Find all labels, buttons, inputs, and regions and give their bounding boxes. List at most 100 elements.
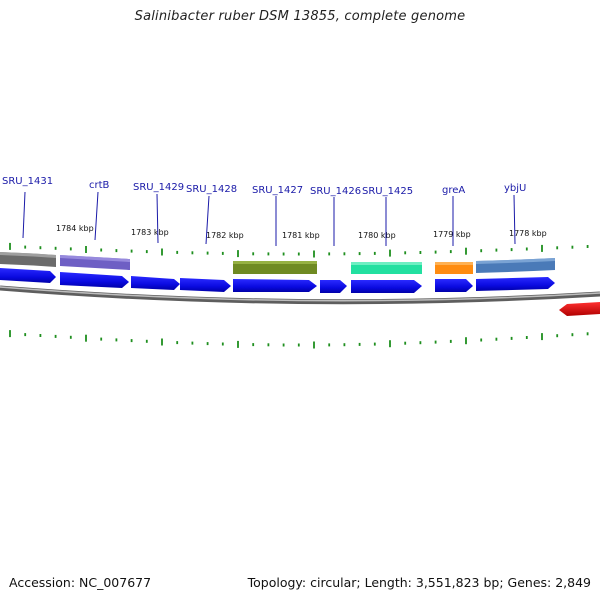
lower-tick <box>282 343 285 347</box>
lower-tick <box>267 343 270 347</box>
lower-tick <box>69 335 72 339</box>
upper-tick <box>115 249 118 253</box>
upper-tick <box>237 250 239 258</box>
upper-tick <box>176 250 179 254</box>
lower-tick <box>85 334 87 342</box>
upper-tick <box>373 251 376 255</box>
lower-tick <box>161 338 163 346</box>
lower-tick-marks <box>9 330 589 349</box>
lower-tick <box>510 336 513 340</box>
upper-tick <box>343 252 346 256</box>
gene-features <box>0 252 555 274</box>
genome-backbone <box>0 285 600 305</box>
upper-tick <box>206 251 209 255</box>
lower-tick <box>404 341 407 345</box>
cds-arrow-2 <box>60 272 129 288</box>
upper-tick <box>358 252 361 256</box>
genome-title: Salinibacter ruber DSM 13855, complete g… <box>134 9 466 24</box>
upper-tick <box>191 251 194 255</box>
lower-tick <box>237 340 239 348</box>
upper-tick <box>328 252 331 256</box>
lower-tick <box>252 343 255 347</box>
lower-tick <box>100 337 103 341</box>
upper-tick <box>495 248 498 252</box>
gene-label-sru1427: SRU_1427 <box>252 185 303 196</box>
gene-label-sru1429: SRU_1429 <box>133 182 184 193</box>
upper-tick <box>282 252 285 256</box>
upper-tick <box>313 250 315 258</box>
lower-tick <box>24 333 27 337</box>
lower-tick <box>328 343 331 347</box>
kbp-label-1780: 1780 kbp <box>358 231 396 240</box>
lower-tick <box>480 338 483 342</box>
lower-tick <box>465 337 467 345</box>
kbp-label-1783: 1783 kbp <box>131 228 169 237</box>
upper-tick <box>449 250 452 254</box>
upper-tick <box>419 251 422 254</box>
kbp-label-1781: 1781 kbp <box>282 231 320 240</box>
upper-tick <box>541 244 543 252</box>
accession-text: Accession: NC_007677 <box>9 575 152 590</box>
lower-tick <box>54 334 57 338</box>
cds-arrow-7 <box>351 280 422 293</box>
kbp-label-1782: 1782 kbp <box>206 231 244 240</box>
upper-tick <box>69 247 72 251</box>
upper-tick <box>100 248 103 252</box>
lower-tick <box>9 330 11 338</box>
upper-tick <box>389 249 391 257</box>
upper-tick <box>586 245 589 248</box>
upper-tick <box>404 251 407 255</box>
lower-tick <box>556 334 559 338</box>
lower-tick <box>191 341 194 345</box>
upper-tick <box>434 250 437 254</box>
kbp-label-1779: 1779 kbp <box>433 230 471 239</box>
lower-tick <box>206 342 209 346</box>
upper-tick-marks <box>9 242 589 258</box>
upper-tick <box>85 246 87 253</box>
gene-label-sru1425: SRU_1425 <box>362 186 413 197</box>
upper-tick <box>145 250 148 254</box>
lower-tick <box>221 342 224 346</box>
lower-tick <box>434 340 437 344</box>
cds-arrow-3 <box>131 276 180 290</box>
upper-tick <box>556 246 559 250</box>
gene-label-crtb: crtB <box>89 180 110 191</box>
lower-tick <box>419 341 422 345</box>
lower-tick <box>495 337 498 341</box>
upper-tick <box>465 247 467 255</box>
upper-tick <box>9 242 11 250</box>
lower-tick <box>571 333 574 337</box>
upper-tick <box>571 245 574 249</box>
upper-tick <box>130 249 133 253</box>
upper-tick <box>252 252 255 256</box>
lower-tick <box>115 338 118 342</box>
gene-label-ybju: ybjU <box>504 183 526 194</box>
kbp-labels: 1784 kbp 1783 kbp 1782 kbp 1781 kbp 1780… <box>56 224 547 240</box>
gene-label-sru1426: SRU_1426 <box>310 186 361 197</box>
upper-tick <box>161 248 163 256</box>
lower-tick <box>130 339 133 343</box>
lower-tick <box>39 334 42 337</box>
cds-arrow-4 <box>180 278 231 292</box>
upper-tick <box>525 247 528 251</box>
cds-arrow-6 <box>320 280 347 293</box>
lower-tick <box>586 332 589 336</box>
upper-tick <box>54 246 57 250</box>
genome-summary-text: Topology: circular; Length: 3,551,823 bp… <box>247 575 591 590</box>
cds-arrow-8 <box>435 279 473 292</box>
lower-tick <box>358 342 361 346</box>
upper-tick <box>510 248 513 252</box>
gene-labels: SRU_1431 crtB SRU_1429 SRU_1428 SRU_1427… <box>2 176 526 197</box>
cds-arrow-5 <box>233 279 317 292</box>
reverse-strand-feature <box>559 302 600 316</box>
lower-tick <box>373 342 376 346</box>
cds-arrows <box>0 268 555 293</box>
kbp-label-1778: 1778 kbp <box>509 229 547 238</box>
lower-tick <box>176 341 179 345</box>
cds-arrow-1 <box>0 268 56 283</box>
upper-tick <box>39 246 42 250</box>
gene-label-sru1431: SRU_1431 <box>2 176 53 187</box>
cds-arrow-9 <box>476 277 555 291</box>
lower-tick <box>313 341 315 349</box>
